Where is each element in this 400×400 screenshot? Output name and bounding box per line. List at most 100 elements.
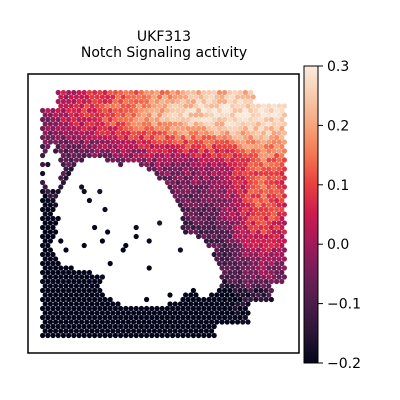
spot [203,175,209,181]
spot [209,121,215,127]
spot [175,170,181,177]
spot [55,188,61,195]
spot [235,94,241,100]
spot [105,319,111,325]
spot [164,314,170,321]
spot [58,148,64,154]
spot [266,229,272,235]
spot [42,247,48,253]
spot [214,319,220,325]
spot [115,310,121,316]
spot [159,152,165,159]
spot [261,220,267,226]
spot [175,332,181,339]
spot [245,130,251,136]
spot [185,152,191,159]
spot [185,224,191,231]
spot [261,175,267,181]
spot [154,314,160,321]
spot [255,220,261,226]
spot [201,188,207,195]
spot [211,206,217,213]
spot [281,121,287,127]
spot [196,215,202,222]
spot [115,301,121,307]
spot [214,247,220,253]
spot [50,125,56,132]
spot [123,107,129,114]
spot [183,229,189,235]
spot [73,121,79,127]
spot [232,125,238,132]
spot [281,202,287,208]
spot [232,170,238,177]
spot [84,130,90,136]
spot [276,121,282,127]
spot [151,310,157,316]
spot [237,278,243,285]
spot [42,319,48,325]
spot [133,143,139,150]
spot [268,179,274,186]
spot [120,328,126,334]
spot [170,143,176,150]
spot [214,130,220,136]
spot [141,157,147,163]
spot [138,161,144,168]
spot [266,283,272,289]
spot [177,193,183,199]
spot [164,305,170,312]
spot [263,134,269,141]
spot [42,256,48,262]
spot [45,323,51,330]
spot [248,188,254,195]
spot [188,229,194,235]
spot [60,305,66,312]
spot [47,265,54,271]
spot [209,166,215,172]
spot [68,157,74,163]
spot [138,98,144,105]
spot [110,121,116,127]
spot [167,328,173,334]
spot [190,305,196,312]
spot [175,305,181,312]
spot [40,125,46,132]
spot [248,215,254,222]
spot [206,107,212,114]
spot [120,121,126,127]
spot [53,229,59,235]
spot [201,206,207,213]
spot [42,328,48,334]
spot [172,184,178,190]
spot [281,274,287,280]
spot [201,161,207,168]
spot [253,179,259,186]
spot [94,121,100,127]
spot [219,193,225,199]
spot [164,143,170,150]
spot [274,143,280,150]
spot [151,319,157,325]
spot [45,233,51,240]
spot [73,328,79,334]
spot [159,89,165,96]
spot [235,112,241,118]
spot [240,283,246,289]
spot [94,292,100,298]
spot [211,305,217,312]
spot [227,179,233,186]
spot [159,98,165,105]
spot [53,292,59,298]
spot [255,256,261,262]
spot [107,125,113,132]
spot [151,130,157,136]
spot [203,94,209,100]
spot [188,175,194,181]
spot [274,125,280,132]
spot [58,112,64,118]
spot [128,134,134,141]
spot [94,301,100,307]
spot [157,157,163,163]
spot [42,121,48,127]
